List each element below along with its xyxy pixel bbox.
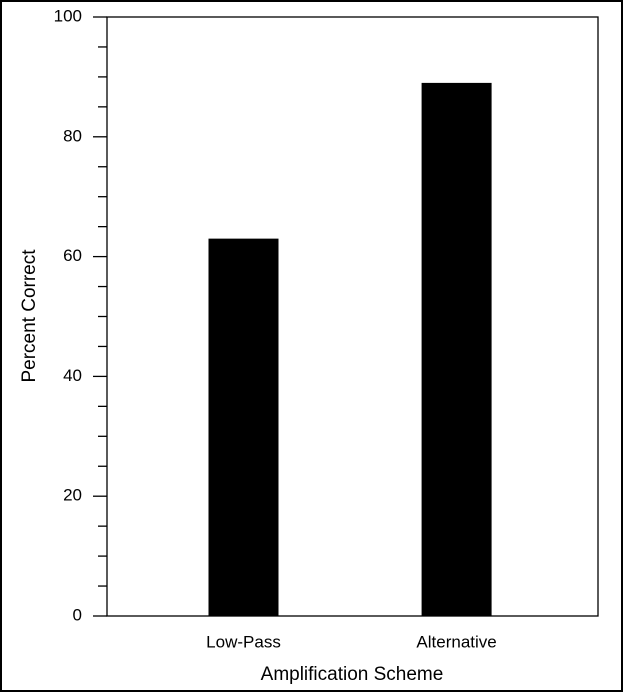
y-tick-label: 100 <box>54 6 82 25</box>
y-tick-label: 0 <box>73 605 82 624</box>
bar <box>421 82 492 616</box>
x-axis-label: Amplification Scheme <box>261 664 444 685</box>
y-tick-label: 20 <box>63 486 82 505</box>
y-tick-label: 80 <box>63 126 82 145</box>
bar <box>208 238 279 616</box>
x-tick-label: Alternative <box>416 632 496 651</box>
y-tick-label: 60 <box>63 246 82 265</box>
x-tick-label: Low-Pass <box>206 632 281 651</box>
plot-box <box>106 16 599 617</box>
y-tick-label: 40 <box>63 366 82 385</box>
y-axis-label: Percent Correct <box>19 249 40 383</box>
